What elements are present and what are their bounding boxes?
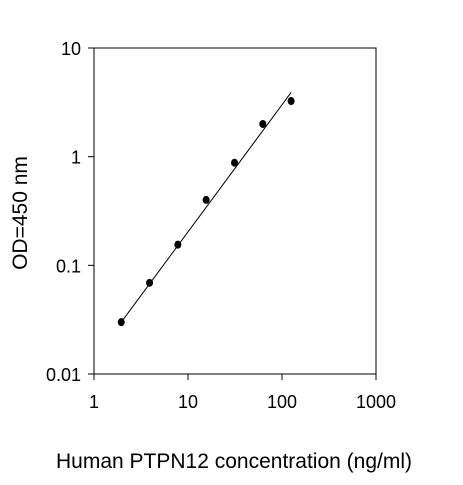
y-tick-label: 0.01 [46,365,81,385]
data-points-group [117,97,295,327]
fit-line [120,92,292,323]
x-tick-label: 100 [267,392,297,412]
x-tick-label: 1 [89,392,99,412]
data-point [231,158,239,167]
data-point [202,195,210,204]
data-point [117,318,125,327]
y-tick-label: 1 [71,148,81,168]
data-point [287,97,295,106]
y-axis-label: OD=450 nm [9,156,32,270]
x-axis-label: Human PTPN12 concentration (ng/ml) [56,450,412,473]
x-tick-label: 1000 [356,392,396,412]
x-axis-ticks: 1 10 100 1000 [89,374,396,412]
x-tick-label: 10 [178,392,198,412]
plot-area-frame [93,47,377,375]
y-tick-label: 10 [61,39,81,59]
y-axis-ticks: 0.01 0.1 1 10 [46,39,94,385]
data-point [146,278,154,287]
fit-line-group [120,92,292,323]
data-point [259,119,267,128]
y-tick-label: 0.1 [56,256,81,276]
data-point [174,240,182,249]
